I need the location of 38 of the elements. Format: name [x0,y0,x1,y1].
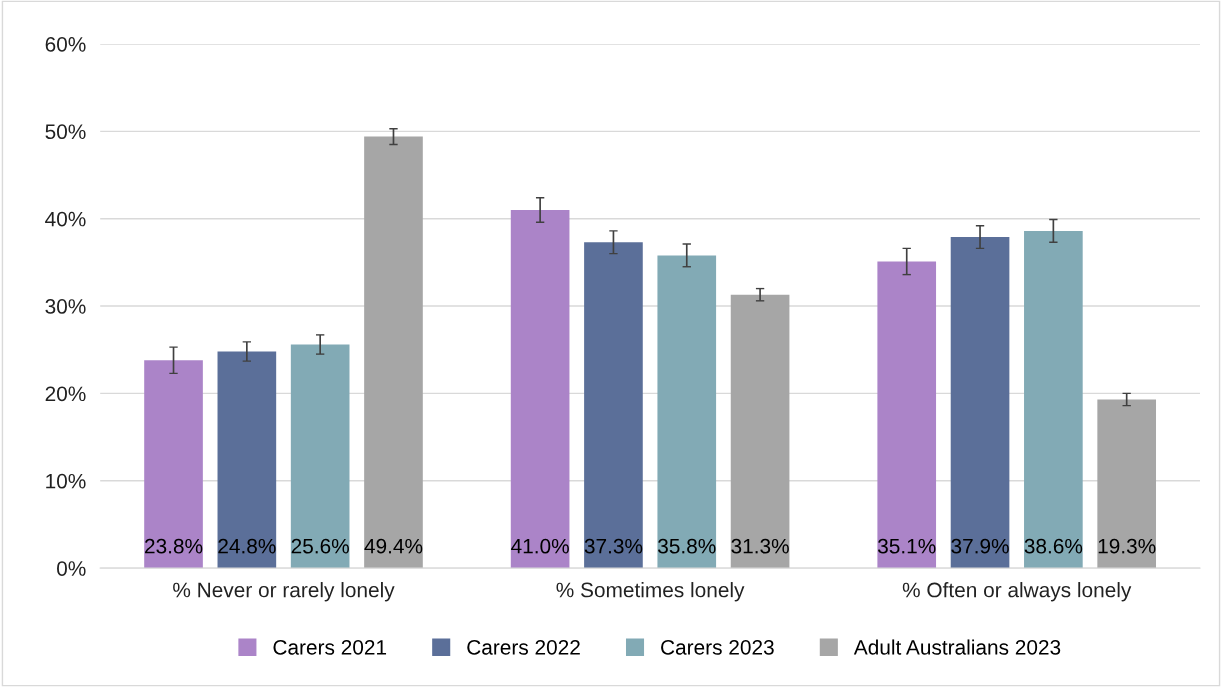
bar [1097,399,1157,569]
text: 37.3% [584,538,643,554]
legend-label: Carers 2022 [467,639,580,655]
bar [1024,230,1083,569]
legend-label: Carers 2023 [661,639,774,655]
bar [877,261,937,569]
bar [657,255,717,569]
text: 24.8% [218,538,276,554]
text: 19.3% [1098,538,1156,554]
text: 35.1% [877,538,936,554]
legend-label: Carers 2021 [273,639,387,655]
x-tick-label: % Sometimes lonely [556,582,745,602]
y-tick-label: 0% [57,561,86,576]
y-tick-label: 50% [45,124,86,140]
bar [510,209,570,569]
y-tick-label: 30% [45,299,86,314]
legend-label: Adult Australians 2023 [853,639,1061,655]
text: 25.6% [291,538,349,554]
y-tick-label: 20% [45,386,86,402]
text: 37.9% [951,538,1009,554]
text: 31.3% [731,538,789,554]
text: 41.0% [511,538,569,554]
text: 35.8% [658,538,716,554]
x-tick-label: % Often or always lonely [902,582,1132,602]
y-tick-label: 10% [46,473,86,489]
bar [584,242,643,569]
text: 23.8% [145,538,203,554]
bar [290,344,350,569]
bar [217,351,277,569]
bar [730,294,790,569]
bar [144,360,203,569]
bar [950,237,1010,569]
bar [364,136,423,569]
x-tick-label: % Never or rarely lonely [173,582,395,602]
y-tick-label: 60% [45,36,86,52]
text: 38.6% [1024,538,1083,554]
y-tick-label: 40% [45,211,86,227]
text: 49.4% [364,538,423,554]
